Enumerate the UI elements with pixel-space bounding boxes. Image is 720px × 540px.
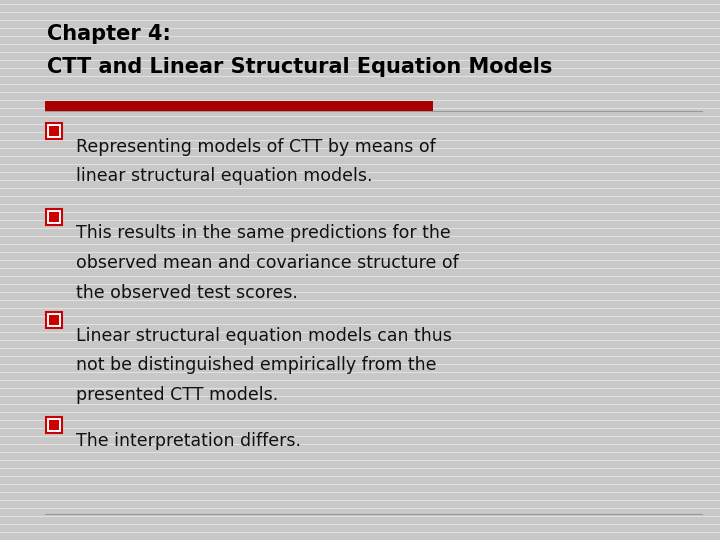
Text: observed mean and covariance structure of: observed mean and covariance structure o… [76,254,459,272]
Bar [46,312,62,328]
Text: Linear structural equation models can thus: Linear structural equation models can th… [76,327,451,345]
Bar [49,315,59,325]
Text: the observed test scores.: the observed test scores. [76,284,297,301]
Text: This results in the same predictions for the: This results in the same predictions for… [76,224,450,242]
Text: linear structural equation models.: linear structural equation models. [76,167,372,185]
Text: Representing models of CTT by means of: Representing models of CTT by means of [76,138,436,156]
Bar [49,212,59,222]
Text: CTT and Linear Structural Equation Models: CTT and Linear Structural Equation Model… [47,57,552,77]
Text: not be distinguished empirically from the: not be distinguished empirically from th… [76,356,436,374]
Text: The interpretation differs.: The interpretation differs. [76,432,301,450]
Bar [49,420,59,430]
Bar [49,126,59,136]
Bar [46,417,62,433]
Bar [46,123,62,139]
Text: presented CTT models.: presented CTT models. [76,386,278,404]
Text: Chapter 4:: Chapter 4: [47,24,171,44]
Bar [45,101,433,111]
Bar [46,210,62,225]
